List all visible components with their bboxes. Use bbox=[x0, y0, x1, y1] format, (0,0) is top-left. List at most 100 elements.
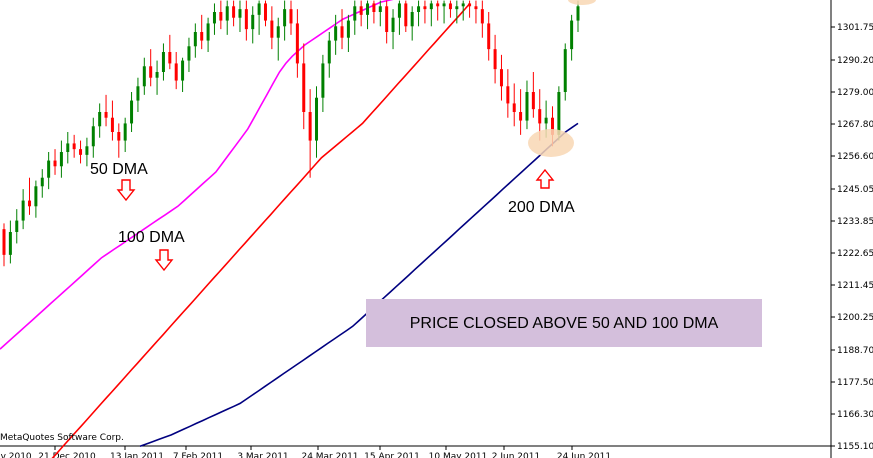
candle-body bbox=[168, 52, 172, 64]
candle-body bbox=[499, 69, 503, 87]
candle-body bbox=[72, 143, 76, 150]
candle-body bbox=[487, 23, 491, 50]
candle-body bbox=[563, 49, 567, 92]
y-tick-label: 1290.20 bbox=[837, 56, 873, 66]
candle-body bbox=[117, 132, 121, 141]
candle-body bbox=[461, 3, 465, 7]
candle-body bbox=[257, 3, 261, 15]
candle-body bbox=[149, 66, 153, 78]
label-200-dma: 200 DMA bbox=[508, 199, 575, 216]
y-tick-label: 1279.00 bbox=[837, 88, 873, 98]
candle-body bbox=[295, 23, 299, 64]
candle-body bbox=[308, 112, 312, 141]
x-tick-label: 7 Feb 2011 bbox=[173, 452, 223, 458]
candle-body bbox=[372, 3, 376, 12]
candle-body bbox=[359, 6, 363, 15]
candle-body bbox=[448, 3, 452, 10]
candle-body bbox=[206, 23, 210, 41]
candle-body bbox=[276, 26, 280, 38]
candle-body bbox=[59, 152, 63, 167]
candle-body bbox=[436, 3, 440, 7]
ma-line-100-dma bbox=[51, 2, 471, 458]
x-tick-label: 10 May 2011 bbox=[429, 452, 488, 458]
x-tick-label: 21 Dec 2010 bbox=[38, 452, 96, 458]
candle-body bbox=[576, 6, 580, 21]
candle-body bbox=[410, 12, 414, 27]
candles bbox=[2, 0, 580, 267]
candle-body bbox=[232, 6, 236, 18]
candle-body bbox=[525, 92, 529, 121]
highlight-top-right bbox=[568, 0, 596, 5]
candle-body bbox=[263, 3, 267, 21]
candle-body bbox=[455, 6, 459, 10]
candle-body bbox=[429, 3, 433, 10]
candle-body bbox=[110, 117, 114, 132]
candle-body bbox=[174, 63, 178, 81]
candle-body bbox=[550, 117, 554, 135]
candle-body bbox=[378, 6, 382, 12]
x-tick-label: 24 Mar 2011 bbox=[301, 452, 358, 458]
candle-body bbox=[506, 86, 510, 104]
y-tick-label: 1267.80 bbox=[837, 120, 873, 130]
candle-body bbox=[366, 3, 370, 15]
candle-body bbox=[161, 52, 165, 72]
arrow-up-200dma bbox=[535, 168, 555, 189]
candle-body bbox=[270, 20, 274, 38]
candle-body bbox=[123, 123, 127, 141]
highlight-200dma-touch bbox=[528, 129, 574, 157]
y-tick-label: 1222.65 bbox=[837, 249, 873, 259]
candle-body bbox=[302, 63, 306, 112]
candle-body bbox=[385, 6, 389, 33]
candle-body bbox=[136, 86, 140, 101]
x-tick-label: 13 Jan 2011 bbox=[110, 452, 164, 458]
x-tick-label: 24 Jun 2011 bbox=[557, 452, 611, 458]
copyright-text: MetaQuotes Software Corp. bbox=[0, 433, 124, 443]
annotations: 50 DMA 100 DMA 200 DMA PRICE CLOSED ABOV… bbox=[0, 0, 762, 443]
y-tick-label: 1245.05 bbox=[837, 185, 873, 195]
candle-body bbox=[340, 26, 344, 38]
candle-body bbox=[570, 20, 574, 50]
candle-body bbox=[238, 9, 242, 18]
candle-body bbox=[244, 9, 248, 30]
candle-body bbox=[200, 32, 204, 41]
candle-body bbox=[289, 9, 293, 24]
x-tick-label: 2 Jun 2011 bbox=[492, 452, 540, 458]
candle-body bbox=[53, 160, 57, 167]
y-tick-label: 1200.25 bbox=[837, 313, 873, 323]
y-tick-label: 1211.45 bbox=[837, 281, 873, 291]
candle-body bbox=[404, 3, 408, 27]
candle-body bbox=[519, 112, 523, 121]
candle-body bbox=[2, 229, 6, 255]
candle-body bbox=[47, 160, 51, 178]
candle-body bbox=[15, 220, 19, 232]
annotation-box bbox=[366, 299, 762, 347]
candle-body bbox=[104, 112, 108, 118]
candle-body bbox=[334, 26, 338, 41]
y-tick-label: 1177.50 bbox=[837, 378, 873, 388]
candle-body bbox=[474, 6, 478, 10]
candle-body bbox=[391, 17, 395, 32]
y-tick-label: 1166.30 bbox=[837, 410, 873, 420]
candle-body bbox=[155, 72, 159, 78]
label-100-dma: 100 DMA bbox=[118, 229, 185, 246]
arrow-down-50dma bbox=[116, 179, 136, 202]
candle-body bbox=[130, 100, 134, 124]
y-tick-label: 1155.10 bbox=[837, 442, 873, 452]
y-tick-label: 1188.70 bbox=[837, 346, 873, 356]
candle-body bbox=[85, 146, 89, 155]
candle-body bbox=[346, 20, 350, 38]
ma-line-200-dma bbox=[139, 122, 579, 448]
arrow-down-100dma bbox=[154, 249, 174, 272]
candle-body bbox=[283, 9, 287, 27]
y-tick-label: 1233.85 bbox=[837, 217, 873, 227]
candle-body bbox=[98, 112, 102, 127]
candle-body bbox=[28, 200, 32, 207]
candle-body bbox=[327, 40, 331, 64]
label-50-dma: 50 DMA bbox=[90, 161, 148, 178]
candle-body bbox=[187, 46, 191, 61]
candle-body bbox=[397, 3, 401, 18]
candle-body bbox=[181, 60, 185, 81]
candle-body bbox=[512, 103, 516, 112]
candle-body bbox=[34, 186, 38, 207]
candle-body bbox=[21, 200, 25, 221]
